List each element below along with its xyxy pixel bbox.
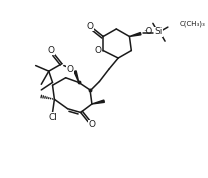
Text: O: O bbox=[47, 46, 54, 55]
Text: O: O bbox=[95, 46, 102, 55]
Text: O: O bbox=[87, 22, 94, 31]
Text: Si: Si bbox=[154, 27, 163, 36]
Text: Cl: Cl bbox=[48, 113, 57, 122]
Text: C(CH₃)₃: C(CH₃)₃ bbox=[180, 20, 206, 27]
Text: O: O bbox=[67, 65, 74, 74]
Text: ·O: ·O bbox=[144, 27, 153, 36]
Polygon shape bbox=[92, 100, 104, 104]
Polygon shape bbox=[129, 33, 141, 36]
Polygon shape bbox=[74, 71, 79, 82]
Text: O: O bbox=[88, 120, 95, 129]
